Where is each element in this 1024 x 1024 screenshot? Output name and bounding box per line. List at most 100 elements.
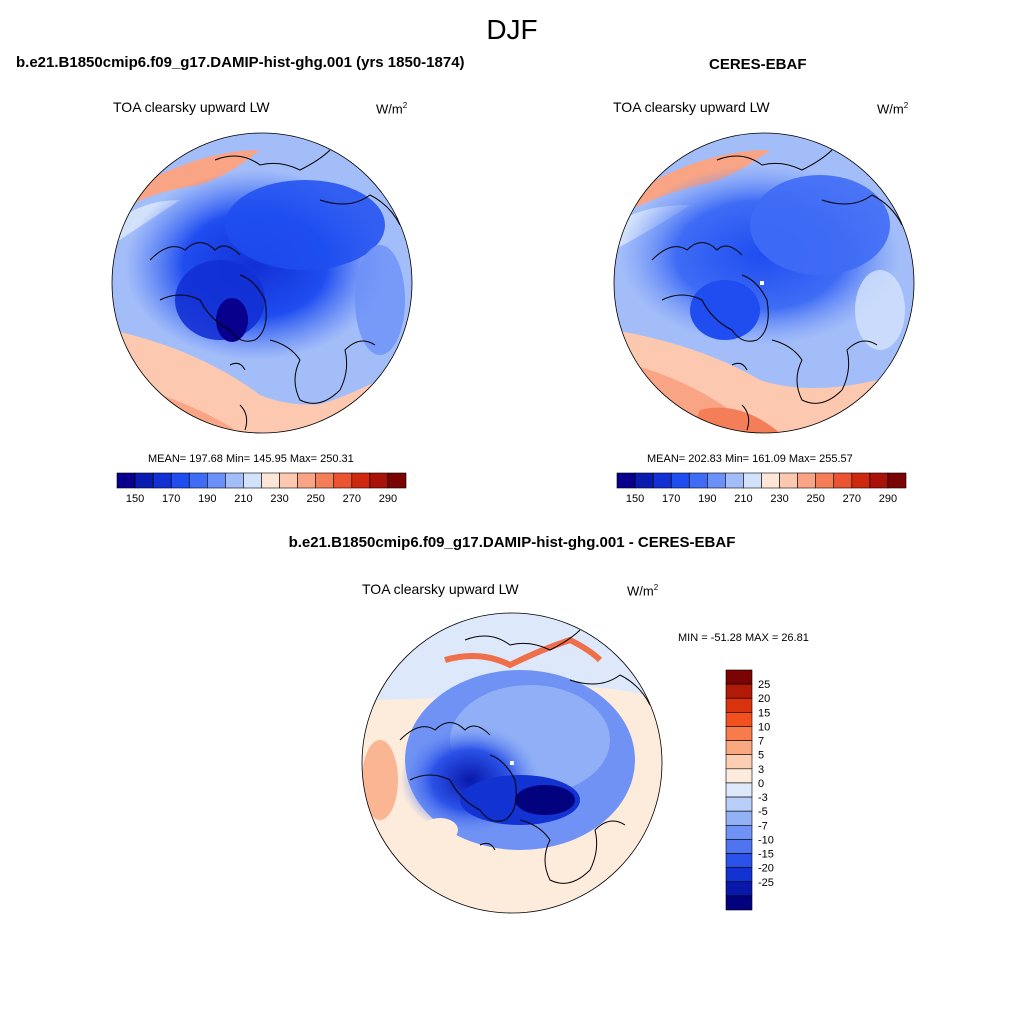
diff-colorbar-tick-label: -15 bbox=[758, 849, 774, 861]
diff-colorbar-box bbox=[725, 796, 753, 812]
model-colorbar-tick-label: 290 bbox=[379, 493, 397, 505]
model-colorbar-box bbox=[188, 472, 208, 489]
diff-colorbar-box bbox=[725, 754, 753, 770]
diff-warm-west bbox=[362, 740, 398, 820]
obs-mid-europe bbox=[855, 270, 905, 350]
diff-colorbar-box bbox=[725, 782, 753, 798]
diff-colorbar-tick-label: -25 bbox=[758, 877, 774, 889]
diff-colorbar-tick-label: -7 bbox=[758, 820, 768, 832]
model-stats: MEAN= 197.68 Min= 145.95 Max= 250.31 bbox=[148, 453, 354, 465]
diff-colorbar-tick-label: -3 bbox=[758, 792, 768, 804]
diff-warm-coast bbox=[444, 636, 603, 669]
diff-colorbar-box bbox=[725, 895, 753, 911]
obs-panel-title: CERES-EBAF bbox=[709, 56, 807, 73]
model-mid-europe bbox=[355, 245, 405, 355]
diff-colorbar-box bbox=[725, 697, 753, 713]
diff-colorbar-tick-label: -5 bbox=[758, 806, 768, 818]
obs-colorbar-box bbox=[725, 472, 744, 489]
model-colorbar-tick-label: 250 bbox=[307, 493, 325, 505]
diff-colorbar-box bbox=[725, 881, 753, 897]
diff-colorbar-tick-label: 7 bbox=[758, 736, 764, 748]
diff-colorbar-tick-label: 3 bbox=[758, 764, 764, 776]
obs-pole-hole bbox=[760, 281, 764, 285]
model-colorbar-box bbox=[134, 472, 154, 489]
diff-panel-title: b.e21.B1850cmip6.f09_g17.DAMIP-hist-ghg.… bbox=[288, 534, 736, 551]
model-panel-title: b.e21.B1850cmip6.f09_g17.DAMIP-hist-ghg.… bbox=[16, 54, 465, 71]
model-colorbar-box bbox=[279, 472, 298, 489]
model-colorbar-box bbox=[152, 472, 172, 489]
diff-colorbar-tick-label: 10 bbox=[758, 721, 770, 733]
model-colorbar-box bbox=[261, 472, 280, 489]
model-colorbar-box bbox=[351, 472, 371, 489]
diff-units: W/m2 bbox=[627, 583, 659, 599]
model-colorbar-box bbox=[297, 472, 316, 489]
obs-colorbar-box bbox=[797, 472, 816, 489]
obs-colorbar-tick-label: 210 bbox=[734, 493, 752, 505]
obs-cold-siberia bbox=[750, 175, 890, 275]
obs-colorbar-tick-label: 150 bbox=[626, 493, 644, 505]
model-warm-north bbox=[130, 150, 260, 205]
diff-colorbar-tick-label: 0 bbox=[758, 778, 764, 790]
diff-colorbar-box bbox=[725, 867, 753, 883]
model-map bbox=[112, 133, 412, 433]
diff-colorbar-tick-label: -20 bbox=[758, 863, 774, 875]
diff-colorbar-box bbox=[725, 669, 753, 685]
diff-colorbar-box bbox=[725, 712, 753, 727]
model-colorbar-box bbox=[243, 472, 262, 489]
obs-colorbar-box bbox=[652, 472, 672, 489]
model-colorbar-box bbox=[225, 472, 244, 489]
diff-colorbar-tick-label: 5 bbox=[758, 750, 764, 762]
model-cold-siberia bbox=[225, 180, 385, 270]
obs-colorbar-box bbox=[634, 472, 654, 489]
model-colorbar-box bbox=[333, 472, 353, 489]
diff-neutral-north bbox=[362, 613, 662, 700]
obs-colorbar-box bbox=[761, 472, 780, 489]
diff-colorbar-tick-label: -10 bbox=[758, 834, 774, 846]
obs-colorbar-box bbox=[670, 472, 690, 489]
obs-colorbar-box bbox=[616, 472, 636, 489]
model-colorbar: 150 170 190 210 230 250 270 290 bbox=[116, 472, 407, 505]
obs-map bbox=[614, 133, 914, 433]
obs-colorbar-box bbox=[743, 472, 762, 489]
diff-stats: MIN = -51.28 MAX = 26.81 bbox=[678, 632, 809, 644]
diff-colorbar-box bbox=[725, 740, 753, 756]
obs-colorbar-box bbox=[887, 472, 907, 489]
model-colorbar-box bbox=[207, 472, 226, 489]
diff-colorbar-box bbox=[725, 810, 753, 826]
obs-colorbar-tick-label: 290 bbox=[879, 493, 897, 505]
diff-coastlines bbox=[399, 629, 651, 884]
diff-colorbar-box bbox=[725, 768, 753, 784]
model-variable-label: TOA clearsky upward LW bbox=[113, 99, 270, 115]
diff-colorbar: 25 20 15 10 7 5 3 0 -3 -5 -7 -10 -15 -20 -25 bbox=[725, 669, 774, 911]
model-colorbar-tick-label: 150 bbox=[126, 493, 144, 505]
obs-units: W/m2 bbox=[877, 101, 909, 117]
diff-colorbar-box bbox=[725, 726, 753, 741]
obs-colorbar-box bbox=[869, 472, 889, 489]
obs-colorbar-box bbox=[815, 472, 835, 489]
obs-variable-label: TOA clearsky upward LW bbox=[613, 99, 770, 115]
diff-warm-spot bbox=[422, 818, 458, 842]
obs-coastlines bbox=[651, 149, 903, 431]
diff-variable-label: TOA clearsky upward LW bbox=[362, 581, 519, 597]
model-coastlines bbox=[149, 149, 401, 431]
model-colorbar-box bbox=[170, 472, 190, 489]
obs-colorbar-tick-label: 230 bbox=[770, 493, 788, 505]
obs-colorbar-tick-label: 250 bbox=[807, 493, 825, 505]
model-colorbar-box bbox=[315, 472, 335, 489]
diff-coldest bbox=[515, 785, 575, 815]
diff-colorbar-box bbox=[725, 683, 753, 699]
figure-title: DJF bbox=[486, 14, 538, 45]
diff-map-border bbox=[361, 612, 663, 914]
model-colorbar-tick-label: 170 bbox=[162, 493, 180, 505]
obs-colorbar-box bbox=[707, 472, 726, 489]
model-colorbar-box bbox=[387, 472, 407, 489]
obs-colorbar-tick-label: 190 bbox=[698, 493, 716, 505]
obs-colorbar-box bbox=[851, 472, 871, 489]
obs-cold-greenland bbox=[690, 280, 760, 340]
obs-colorbar-box bbox=[688, 472, 708, 489]
model-cold-greenland bbox=[216, 298, 248, 342]
diff-colorbar-box bbox=[725, 853, 753, 868]
diff-colorbar-box bbox=[725, 824, 753, 840]
obs-colorbar-tick-label: 270 bbox=[843, 493, 861, 505]
